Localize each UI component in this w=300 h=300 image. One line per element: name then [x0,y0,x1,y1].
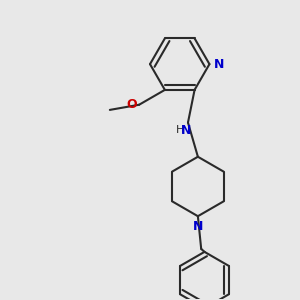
Text: O: O [127,98,137,111]
Text: N: N [193,220,203,233]
Text: N: N [181,124,191,137]
Text: H: H [176,125,184,135]
Text: N: N [213,58,224,70]
